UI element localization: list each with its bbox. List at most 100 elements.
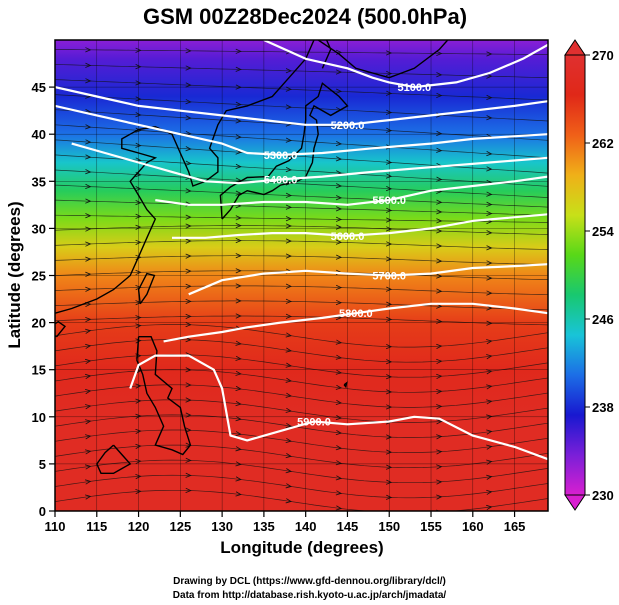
flow-arrow <box>486 429 493 435</box>
height-contour <box>155 175 548 206</box>
x-tick-label: 150 <box>378 519 400 534</box>
flow-arrow <box>486 489 493 495</box>
flow-arrow <box>135 489 142 495</box>
flow-arrow <box>185 427 192 433</box>
streamline <box>55 64 548 79</box>
flow-arrow <box>436 434 443 440</box>
flow-arrow <box>335 239 343 245</box>
flow-arrow <box>436 449 443 455</box>
flow-arrow <box>135 398 142 404</box>
x-axis-label: Longitude (degrees) <box>220 538 383 557</box>
y-tick-label: 35 <box>32 174 46 189</box>
flow-arrow <box>335 141 343 147</box>
flow-arrow <box>486 191 493 197</box>
flow-arrow <box>235 48 242 54</box>
streamline <box>55 429 548 453</box>
flow-arrow <box>235 476 242 482</box>
flow-arrow <box>235 149 242 155</box>
coastline <box>317 40 449 79</box>
flow-arrow <box>185 146 192 152</box>
flow-arrow <box>385 173 393 179</box>
flow-arrow <box>436 209 443 215</box>
flow-arrow <box>235 461 242 467</box>
flow-arrow <box>235 283 242 289</box>
flow-arrow <box>285 392 292 398</box>
flow-arrow <box>285 332 292 338</box>
x-tick-label: 160 <box>462 519 484 534</box>
streamline <box>55 94 548 122</box>
height-contour <box>163 302 548 343</box>
flow-arrow <box>85 213 92 219</box>
flow-arrow <box>336 30 341 34</box>
flow-arrow <box>285 407 292 413</box>
flow-arrow <box>335 206 343 212</box>
flow-arrow <box>185 160 192 166</box>
height-contour <box>172 213 548 239</box>
flow-arrow <box>85 226 92 232</box>
flow-arrow <box>135 269 142 276</box>
flow-arrow <box>385 185 393 192</box>
y-tick-label: 30 <box>32 221 46 236</box>
plot-area: 5100.0 5200.0 5300.0 5400.0 5500.0 5600.0 5700… <box>55 30 548 511</box>
flow-arrow <box>436 343 443 349</box>
flow-arrow <box>436 92 443 98</box>
flow-arrow <box>285 362 292 368</box>
colorbar-tick-label: 238 <box>592 400 614 415</box>
flow-arrow <box>285 422 292 429</box>
flow-arrow <box>135 186 142 192</box>
flow-arrow <box>285 204 292 210</box>
height-contour <box>129 354 548 461</box>
x-tick-label: 155 <box>420 519 442 534</box>
streamline <box>55 414 548 438</box>
flow-arrow <box>285 483 292 489</box>
streamline <box>55 300 548 311</box>
flow-arrow <box>285 238 292 244</box>
flow-arrow <box>235 215 242 221</box>
flow-arrow <box>285 283 292 289</box>
flow-arrow <box>85 343 92 349</box>
flow-arrow <box>335 415 343 421</box>
flow-arrow <box>335 460 343 466</box>
y-tick-label: 45 <box>32 80 46 95</box>
height-contour <box>55 104 548 156</box>
contour-label: 5600.0 <box>331 231 365 243</box>
flow-arrow <box>185 487 192 493</box>
flow-arrow <box>185 382 192 388</box>
colorbar-tick-label: 254 <box>592 224 614 239</box>
flow-arrow <box>235 118 242 124</box>
streamline <box>55 31 548 34</box>
flow-arrow <box>486 230 493 236</box>
flow-arrow <box>235 370 242 376</box>
flow-arrow <box>235 190 242 196</box>
flow-arrow <box>85 434 92 440</box>
flow-arrow <box>486 51 493 57</box>
flow-arrow <box>436 389 443 395</box>
flow-arrow <box>486 354 493 360</box>
flow-arrow <box>285 298 292 304</box>
x-tick-label: 125 <box>169 519 191 534</box>
flow-arrow <box>85 256 92 262</box>
streamline <box>55 489 548 511</box>
colorbar-bottom-arrow <box>564 494 586 511</box>
contour-label: 5300.0 <box>264 150 298 162</box>
flow-arrow <box>185 457 192 463</box>
flow-arrow <box>285 104 292 110</box>
flow-arrow <box>135 285 142 291</box>
flow-arrow <box>235 268 242 274</box>
flow-arrow <box>335 384 343 390</box>
flow-arrow <box>335 183 343 189</box>
colorbar-tick-label: 246 <box>592 312 614 327</box>
flow-arrow <box>385 70 393 76</box>
flow-arrow <box>385 241 393 247</box>
contour-label: 5400.0 <box>264 174 298 186</box>
flow-arrow <box>85 404 92 410</box>
flow-arrow <box>385 404 393 410</box>
colorbar-tick-label: 270 <box>592 48 614 63</box>
flow-arrow <box>235 163 242 169</box>
streamline <box>55 199 548 216</box>
flow-arrow <box>335 369 343 375</box>
flow-arrow <box>135 315 142 321</box>
flow-arrow <box>235 101 242 107</box>
flow-arrow <box>85 449 92 455</box>
flow-arrow <box>385 159 393 165</box>
